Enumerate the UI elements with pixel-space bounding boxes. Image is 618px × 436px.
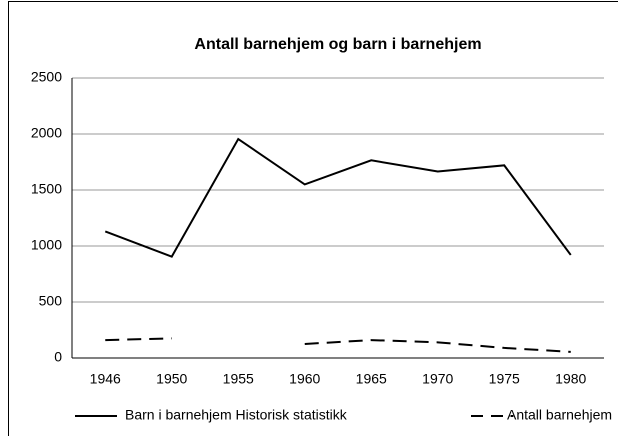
y-tick-label: 0 [54, 349, 62, 365]
legend-label: Antall barnehjem [507, 407, 612, 423]
series-line [104, 137, 572, 258]
legend-label: Barn i barnehjem Historisk statistikk [125, 407, 348, 423]
y-tick-label: 1500 [31, 181, 62, 197]
y-tick-label: 2000 [31, 125, 62, 141]
x-tick-label: 1980 [555, 371, 586, 387]
x-tick-label: 1950 [156, 371, 187, 387]
x-tick-label: 1955 [223, 371, 254, 387]
x-tick-label: 1965 [356, 371, 387, 387]
frame [8, 1, 618, 436]
x-tick-label: 1970 [422, 371, 453, 387]
y-tick-label: 500 [39, 293, 63, 309]
chart-title: Antall barnehjem og barn i barnehjem [194, 36, 481, 53]
series-line [105, 337, 571, 353]
y-tick-label: 2500 [31, 69, 62, 85]
x-tick-label: 1946 [90, 371, 121, 387]
y-tick-label: 1000 [31, 237, 62, 253]
x-tick-label: 1975 [489, 371, 520, 387]
x-tick-label: 1960 [289, 371, 320, 387]
